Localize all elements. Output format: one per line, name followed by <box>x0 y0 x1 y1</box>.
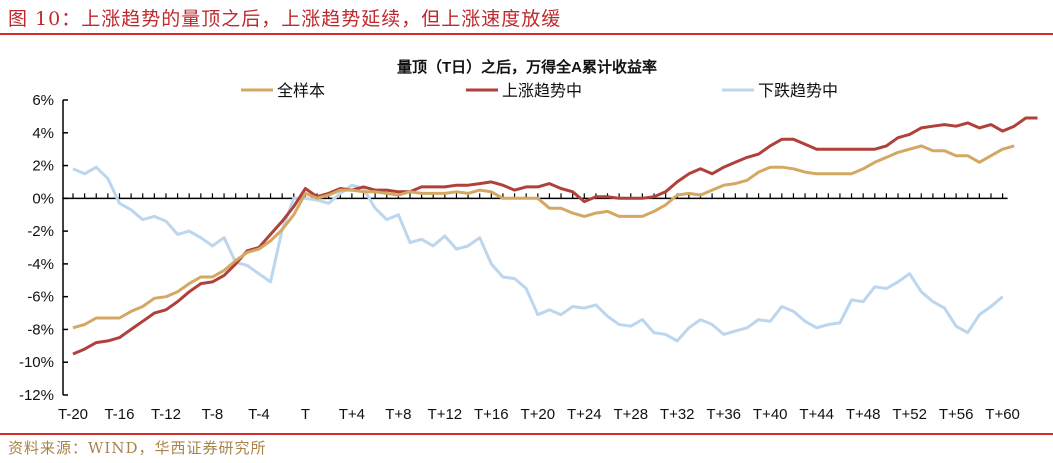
series-line <box>72 144 1015 330</box>
legend-label: 下跌趋势中 <box>758 82 838 100</box>
x-tick-label: T+52 <box>892 406 927 423</box>
x-tick-label: T+28 <box>613 406 648 423</box>
x-tick-label: T+20 <box>520 406 555 423</box>
source-note: 资料来源：WIND，华西证券研究所 <box>8 439 267 457</box>
x-tick-label: T+40 <box>753 406 788 423</box>
x-tick-label: T-16 <box>104 406 134 423</box>
x-tick-label: T+24 <box>567 406 602 423</box>
chart-title: 量顶（T日）之后，万得全A累计收益率 <box>397 58 657 76</box>
y-tick-label: -12% <box>19 387 54 404</box>
footer-divider <box>0 433 1053 435</box>
x-tick-label: T+32 <box>660 406 695 423</box>
y-tick-label: -10% <box>19 354 54 371</box>
y-tick-label: -8% <box>27 321 54 338</box>
y-tick-label: -4% <box>27 256 54 273</box>
y-tick-label: -2% <box>27 223 54 240</box>
x-tick-label: T+56 <box>939 406 974 423</box>
y-tick-label: 2% <box>32 158 54 175</box>
figure-title: 图 10：上涨趋势的量顶之后，上涨趋势延续，但上涨速度放缓 <box>8 8 562 30</box>
x-tick-label: T+60 <box>985 406 1020 423</box>
y-axis: 6% 4% 2% 0% -2% -4% -6% -8% -10% -12% <box>19 92 68 404</box>
chart-series <box>72 116 1038 356</box>
x-axis: T-20 T-16 T-12 T-8 T-4 T T+4 T+8 T+12 T+16 T+20 T+2… <box>58 193 1020 423</box>
legend-label: 全样本 <box>277 82 325 100</box>
chart-legend: 全样本 上涨趋势中 下跌趋势中 <box>241 82 838 100</box>
x-tick-label: T-12 <box>151 406 181 423</box>
series-line <box>72 116 1038 356</box>
y-tick-label: 6% <box>32 92 54 109</box>
y-tick-label: -6% <box>27 289 54 306</box>
x-tick-label: T+44 <box>799 406 834 423</box>
x-tick-label: T+12 <box>428 406 463 423</box>
y-tick-label: 4% <box>32 125 54 142</box>
legend-label: 上涨趋势中 <box>502 82 582 100</box>
x-tick-label: T+8 <box>385 406 411 423</box>
x-tick-label: T+4 <box>339 406 365 423</box>
x-tick-label: T-8 <box>202 406 224 423</box>
x-tick-label: T+16 <box>474 406 509 423</box>
x-tick-label: T-20 <box>58 406 88 423</box>
x-tick-label: T <box>301 406 310 423</box>
series-line <box>72 165 1004 343</box>
title-divider <box>0 33 1053 35</box>
x-tick-label: T+36 <box>706 406 741 423</box>
x-tick-label: T+48 <box>846 406 881 423</box>
x-tick-label: T-4 <box>248 406 270 423</box>
y-tick-label: 0% <box>32 190 54 207</box>
